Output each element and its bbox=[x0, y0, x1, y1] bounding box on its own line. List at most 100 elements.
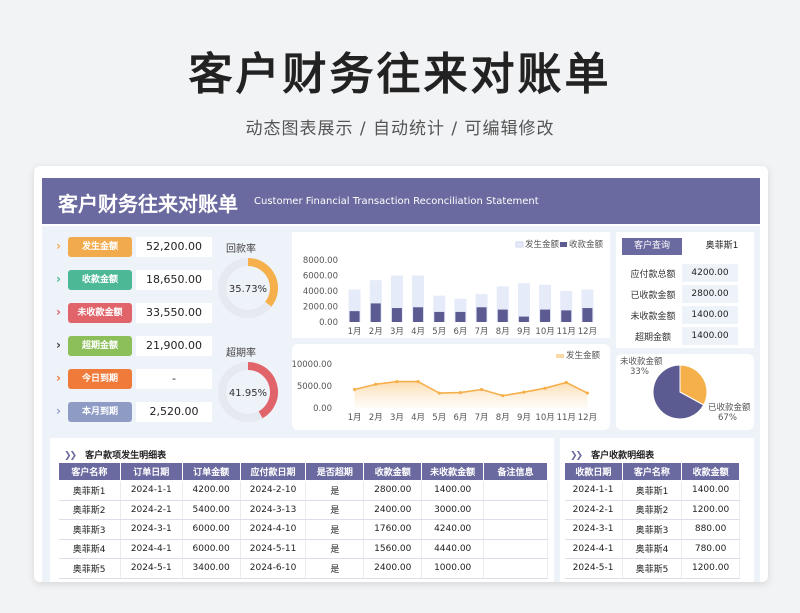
bar-received bbox=[391, 308, 402, 322]
customer-query-select[interactable]: 奥菲斯1 bbox=[705, 241, 739, 251]
legend-swatch bbox=[515, 241, 524, 248]
table-row[interactable]: 2024-1-1 奥菲斯1 1400.00 bbox=[564, 480, 740, 501]
table-cell: 1200.00 bbox=[681, 558, 740, 579]
column-header[interactable]: 订单金额 bbox=[181, 462, 241, 481]
legend-swatch bbox=[560, 242, 567, 247]
kpi-value: 21,900.00 bbox=[136, 336, 212, 356]
table-cell: 奥菲斯5 bbox=[622, 558, 683, 579]
table-cell: 2024-3-1 bbox=[120, 519, 183, 540]
table-cell: 2024-5-11 bbox=[240, 539, 307, 559]
x-tick-label: 7月 bbox=[475, 413, 489, 423]
table-cell: 4440.00 bbox=[421, 539, 485, 559]
chevron-right-icon: › bbox=[56, 404, 61, 418]
table-cell: 880.00 bbox=[681, 519, 740, 540]
column-header[interactable]: 收款金额 bbox=[681, 462, 740, 481]
customer-query-label: 客户查询 bbox=[622, 238, 682, 255]
table-row[interactable]: 2024-3-1 奥菲斯3 880.00 bbox=[564, 519, 740, 540]
detail-table-title: ❯❯ 客户款项发生明细表 bbox=[64, 451, 167, 461]
x-tick-label: 5月 bbox=[432, 327, 446, 337]
pie-label: 未收款金额 bbox=[620, 356, 663, 367]
column-header[interactable]: 未收款金额 bbox=[421, 462, 485, 481]
table-header-row: 客户名称 订单日期 订单金额 应付款日期 是否超期 收款金额 未收款金额 备注信息 bbox=[58, 462, 548, 481]
x-tick-label: 12月 bbox=[578, 327, 597, 337]
bar-chart: 8000.00 6000.00 4000.00 2000.00 0.00 1月 2月 3月 4月… bbox=[303, 239, 604, 337]
x-tick-label: 11月 bbox=[557, 413, 576, 423]
x-tick-label: 1月 bbox=[348, 413, 362, 423]
chevron-right-icon: ❯❯ bbox=[570, 451, 583, 461]
table-row[interactable]: 2024-4-1 奥菲斯4 780.00 bbox=[564, 539, 740, 559]
query-row-value: 1400.00 bbox=[682, 327, 738, 345]
table-cell: 2024-2-10 bbox=[240, 480, 307, 501]
table-cell: 是 bbox=[305, 480, 365, 501]
column-header[interactable]: 客户名称 bbox=[58, 462, 121, 481]
column-header[interactable]: 订单日期 bbox=[119, 462, 183, 481]
table-cell: 2800.00 bbox=[363, 480, 423, 501]
table-cell: 奥菲斯4 bbox=[622, 539, 683, 559]
table-row[interactable]: 奥菲斯3 2024-3-1 6000.00 2024-4-10 是 1760.00 4240… bbox=[58, 519, 548, 540]
y-tick-label: 8000.00 bbox=[303, 256, 338, 266]
chevron-right-icon: › bbox=[56, 272, 61, 286]
x-tick-label: 10月 bbox=[535, 327, 554, 337]
query-row-value: 2800.00 bbox=[682, 285, 738, 303]
table-row[interactable]: 奥菲斯2 2024-2-1 5400.00 2024-3-13 是 2400.00 3000… bbox=[58, 500, 548, 520]
table-cell: 1400.00 bbox=[681, 480, 740, 501]
kpi-row: › 发生金额 52,200.00 bbox=[56, 236, 212, 258]
kpi-row: › 收款金额 18,650.00 bbox=[56, 269, 212, 291]
detail-table: 客户名称 订单日期 订单金额 应付款日期 是否超期 收款金额 未收款金额 备注信息 奥菲斯1 20… bbox=[58, 462, 548, 579]
banner-title: 客户财务往来对账单 bbox=[58, 192, 238, 216]
banner-title-en: Customer Financial Transaction Reconcili… bbox=[254, 196, 539, 207]
table-cell bbox=[483, 480, 548, 501]
area-point bbox=[416, 380, 420, 384]
column-header[interactable]: 备注信息 bbox=[483, 462, 548, 481]
table-row[interactable]: 奥菲斯5 2024-5-1 3400.00 2024-6-10 是 2400.00 1000… bbox=[58, 558, 548, 579]
y-tick-label: 0.00 bbox=[313, 404, 332, 414]
table-cell: 奥菲斯3 bbox=[58, 519, 121, 540]
table-row[interactable]: 奥菲斯4 2024-4-1 6000.00 2024-5-11 是 1560.00 4440… bbox=[58, 539, 548, 559]
column-header[interactable]: 收款金额 bbox=[363, 462, 423, 481]
x-tick-label: 11月 bbox=[557, 327, 576, 337]
y-tick-label: 5000.00 bbox=[297, 382, 332, 392]
x-tick-label: 1月 bbox=[348, 327, 362, 337]
table-row[interactable]: 2024-2-1 奥菲斯2 1200.00 bbox=[564, 500, 740, 520]
bar-received bbox=[349, 311, 360, 322]
table-cell: 2024-3-13 bbox=[240, 500, 307, 520]
x-tick-label: 8月 bbox=[496, 327, 510, 337]
bar-received bbox=[582, 308, 593, 322]
table-cell: 奥菲斯3 bbox=[622, 519, 683, 540]
kpi-row: › 本月到期 2,520.00 bbox=[56, 401, 212, 423]
column-header[interactable]: 是否超期 bbox=[305, 462, 365, 481]
table-cell: 6000.00 bbox=[182, 519, 241, 540]
x-tick-label: 2月 bbox=[369, 413, 383, 423]
table-row[interactable]: 2024-5-1 奥菲斯5 1200.00 bbox=[564, 558, 740, 579]
kpi-label: 超期金额 bbox=[68, 336, 132, 356]
kpi-row: › 今日到期 - bbox=[56, 368, 212, 390]
column-header[interactable]: 应付款日期 bbox=[239, 462, 307, 481]
table-cell: 2024-4-1 bbox=[120, 539, 183, 559]
gauge-overdue-rate: 41.95% bbox=[218, 362, 278, 422]
area-point bbox=[543, 386, 547, 390]
legend-swatch bbox=[556, 354, 564, 358]
gauge-arc bbox=[247, 362, 278, 419]
column-header[interactable]: 收款日期 bbox=[564, 462, 623, 481]
gauge-value: 41.95% bbox=[229, 388, 267, 399]
table-cell: 6000.00 bbox=[182, 539, 241, 559]
area-point bbox=[501, 394, 505, 398]
bar-received bbox=[434, 311, 445, 322]
table-row[interactable]: 奥菲斯1 2024-1-1 4200.00 2024-2-10 是 2800.00 1400… bbox=[58, 480, 548, 501]
bar-received bbox=[413, 307, 424, 322]
page-title: 客户财务往来对账单 bbox=[188, 49, 612, 100]
table-header-row: 收款日期 客户名称 收款金额 bbox=[564, 462, 740, 481]
table-cell: 2024-4-10 bbox=[240, 519, 307, 540]
table-cell: 5400.00 bbox=[182, 500, 241, 520]
table-cell: 奥菲斯2 bbox=[622, 500, 683, 520]
legend-label: 发生金额 bbox=[566, 350, 601, 361]
x-tick-label: 6月 bbox=[453, 327, 467, 337]
kpi-value: 18,650.00 bbox=[136, 270, 212, 290]
y-tick-label: 10000.00 bbox=[292, 360, 332, 370]
table-cell: 1000.00 bbox=[421, 558, 485, 579]
column-header[interactable]: 客户名称 bbox=[621, 462, 683, 481]
table-cell: 是 bbox=[305, 539, 365, 559]
gauge-collection-rate: 35.73% bbox=[218, 258, 278, 318]
x-tick-label: 12月 bbox=[578, 413, 597, 423]
bar-received bbox=[455, 311, 466, 322]
